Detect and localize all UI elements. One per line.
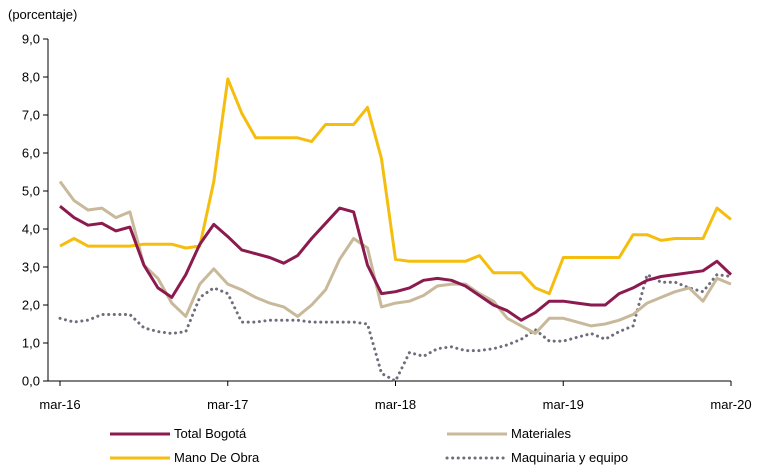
y-axis: 0,0 1,0 2,0 3,0 4,0 5,0 6,0 7,0 8,0 9,0 — [22, 32, 49, 389]
y-tick-label: 5,0 — [22, 184, 40, 199]
y-tick-label: 2,0 — [22, 298, 40, 313]
y-tick-label: 4,0 — [22, 222, 40, 237]
series-line-materiales — [58, 180, 732, 335]
x-tick-label: mar-19 — [543, 397, 584, 412]
x-tick-label: mar-16 — [39, 397, 80, 412]
x-tick-label: mar-20 — [710, 397, 751, 412]
legend-label: Maquinaria y equipo — [511, 450, 628, 465]
legend-label: Total Bogotá — [174, 426, 247, 441]
y-tick-label: 9,0 — [22, 32, 40, 47]
y-tick-label: 3,0 — [22, 260, 40, 275]
series-line-mano-de-obra — [59, 77, 732, 296]
series-layer — [58, 77, 733, 383]
legend-label: Materiales — [511, 426, 571, 441]
legend: Total Bogotá Materiales Mano De Obra Maquin… — [110, 426, 628, 465]
legend-label: Mano De Obra — [174, 450, 260, 465]
y-tick-label: 1,0 — [22, 336, 40, 351]
legend-item: Mano De Obra — [110, 450, 260, 465]
y-tick-label: 7,0 — [22, 108, 40, 123]
legend-item: Materiales — [447, 426, 571, 441]
legend-item: Maquinaria y equipo — [445, 450, 628, 465]
y-tick-label: 8,0 — [22, 70, 40, 85]
x-axis: mar-16 mar-17 mar-18 mar-19 mar-20 — [39, 380, 752, 412]
y-tick-label: 6,0 — [22, 146, 40, 161]
y-tick-label: 0,0 — [22, 374, 40, 389]
x-tick-label: mar-18 — [375, 397, 416, 412]
y-unit-label: (porcentaje) — [8, 7, 77, 22]
legend-item: Total Bogotá — [110, 426, 247, 441]
x-tick-label: mar-17 — [207, 397, 248, 412]
series-line-total-bogot- — [59, 205, 733, 322]
